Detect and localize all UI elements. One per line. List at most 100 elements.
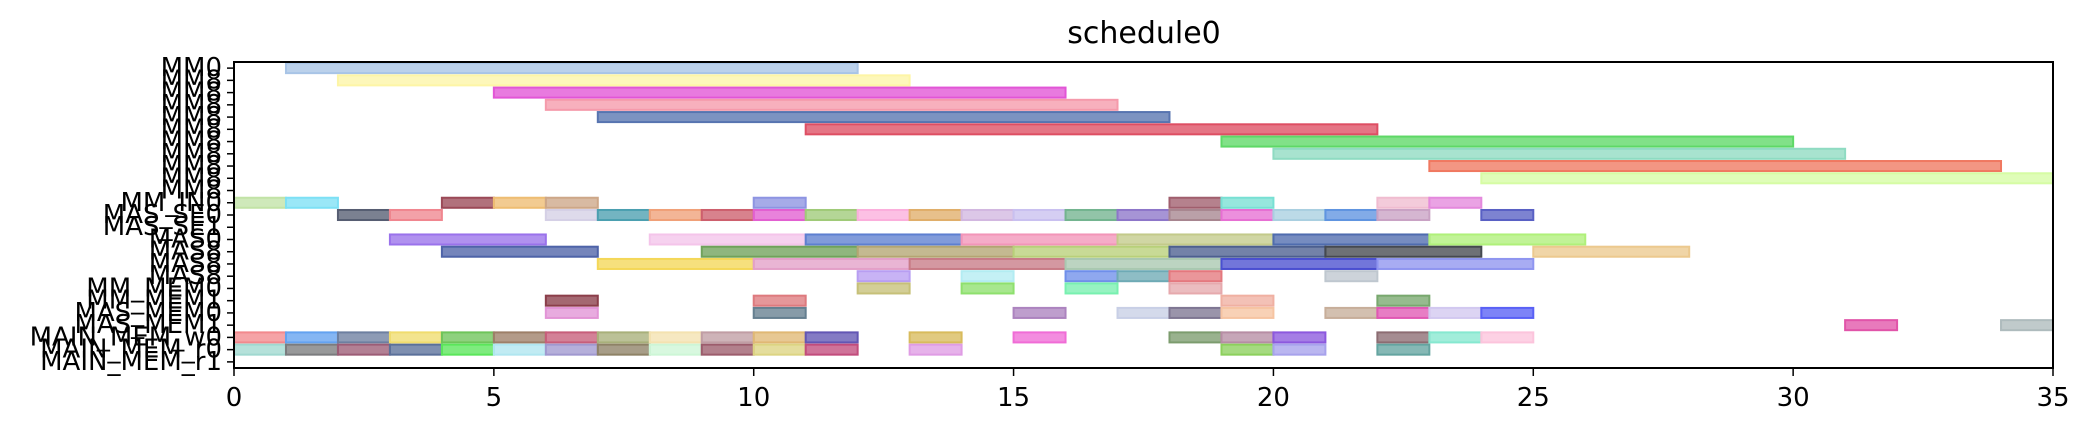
gantt-bar xyxy=(388,331,443,344)
gantt-bar xyxy=(752,331,807,344)
gantt-bar xyxy=(544,208,599,222)
gantt-bar xyxy=(1480,172,2055,185)
gantt-bar xyxy=(1116,306,1171,319)
gantt-bar xyxy=(440,245,599,258)
gantt-bar xyxy=(648,343,703,356)
gantt-bar xyxy=(233,196,287,209)
y-tick-label: MM_MEM0 xyxy=(86,273,222,303)
gantt-bar xyxy=(1220,343,1275,356)
y-tick-label: MM8 xyxy=(161,151,222,181)
gantt-bar xyxy=(1220,331,1275,344)
gantt-bar xyxy=(1428,306,1483,319)
y-tick-label: MM8 xyxy=(161,176,222,206)
gantt-bar xyxy=(856,208,911,222)
gantt-bar xyxy=(804,123,1379,136)
gantt-bar xyxy=(1376,208,1431,222)
gantt-bar xyxy=(856,270,911,283)
y-axis: MM0MM8MM8MM8MM8MM8MM8MM8MM8MM8MM8MM_IN0M… xyxy=(30,53,234,377)
gantt-bar xyxy=(1116,208,1171,222)
gantt-bar xyxy=(1220,196,1275,209)
gantt-bar xyxy=(1376,343,1431,356)
gantt-bar xyxy=(440,331,495,344)
gantt-bar xyxy=(752,257,911,270)
y-tick-label: MM8 xyxy=(161,163,222,193)
gantt-bar xyxy=(1324,270,1379,283)
y-tick-label: MM8 xyxy=(161,127,222,157)
y-tick-label: MAS0 xyxy=(149,224,222,254)
gantt-bar xyxy=(1428,196,1483,209)
gantt-bar xyxy=(908,331,963,344)
gantt-bar xyxy=(1012,208,1067,222)
gantt-bar xyxy=(1272,331,1327,344)
gantt-bar xyxy=(1532,245,1691,258)
gantt-bar xyxy=(1480,331,1535,344)
gantt-bar xyxy=(492,343,547,356)
gantt-bar xyxy=(336,74,911,87)
gantt-bar xyxy=(1012,306,1067,319)
gantt-bar xyxy=(960,233,1119,246)
x-tick-label: 0 xyxy=(226,383,243,413)
gantt-bar xyxy=(1064,282,1119,295)
gantt-bar xyxy=(1376,196,1431,209)
gantt-bar xyxy=(233,331,287,344)
gantt-bar xyxy=(1220,135,1795,148)
gantt-bar xyxy=(804,233,963,246)
y-tick-label: MM8 xyxy=(161,114,222,144)
gantt-bar xyxy=(1168,245,1327,258)
gantt-bar xyxy=(856,245,1015,258)
gantt-bar xyxy=(1220,294,1275,307)
gantt-bar xyxy=(596,331,651,344)
gantt-bar xyxy=(544,294,599,307)
gantt-bar xyxy=(1220,257,1379,270)
x-tick-label: 20 xyxy=(1257,383,1290,413)
gantt-bar xyxy=(492,86,1067,99)
gantt-bar xyxy=(908,343,963,356)
gantt-bar xyxy=(1168,196,1223,209)
gantt-bar xyxy=(596,343,651,356)
x-axis: 0 5 10 15 20 25 30 35 xyxy=(226,368,2070,413)
gantt-bar xyxy=(284,331,339,344)
gantt-bar xyxy=(1428,160,2003,173)
y-tick-label: MM8 xyxy=(161,102,222,132)
bars-layer xyxy=(233,62,2055,356)
gantt-bar xyxy=(856,282,911,295)
gantt-bar xyxy=(1116,270,1171,283)
x-tick-label: 10 xyxy=(737,383,770,413)
gantt-bar xyxy=(648,208,703,222)
gantt-bar xyxy=(1168,270,1223,283)
gantt-bar xyxy=(596,257,755,270)
gantt-bar xyxy=(1168,306,1223,319)
gantt-bar xyxy=(544,196,599,209)
gantt-bar xyxy=(804,208,859,222)
gantt-bar xyxy=(1116,233,1275,246)
gantt-bar xyxy=(752,306,807,319)
y-tick-label: MAS8 xyxy=(149,249,222,279)
y-tick-label: MM8 xyxy=(161,90,222,120)
y-tick-label: MM8 xyxy=(161,139,222,169)
y-tick-label: MAS_SE1 xyxy=(103,212,222,242)
y-tick-label: MAIN_MEM_w0 xyxy=(30,322,222,352)
gantt-bar xyxy=(1220,306,1275,319)
y-tick-label: MAS8 xyxy=(149,261,222,291)
gantt-bar xyxy=(1272,147,1847,160)
plot-frame xyxy=(233,61,2054,369)
gantt-bar xyxy=(960,282,1015,295)
x-tick-label: 35 xyxy=(2036,383,2069,413)
gantt-bar xyxy=(1168,282,1223,295)
gantt-bar xyxy=(700,343,755,356)
gantt-bar xyxy=(336,331,391,344)
gantt-bar xyxy=(700,331,755,344)
gantt-bar xyxy=(284,343,339,356)
gantt-bar xyxy=(1064,208,1119,222)
y-tick-label: MM_MEM1 xyxy=(86,286,222,316)
x-tick-label: 5 xyxy=(486,383,503,413)
gantt-bar xyxy=(1272,343,1327,356)
gantt-bar xyxy=(388,233,547,246)
gantt-bar xyxy=(1168,208,1223,222)
gantt-bar xyxy=(1168,331,1223,344)
gantt-bar xyxy=(700,245,859,258)
gantt-bar xyxy=(336,343,391,356)
gantt-bar xyxy=(752,294,807,307)
y-tick-label: MAS_MEM1 xyxy=(74,310,222,340)
